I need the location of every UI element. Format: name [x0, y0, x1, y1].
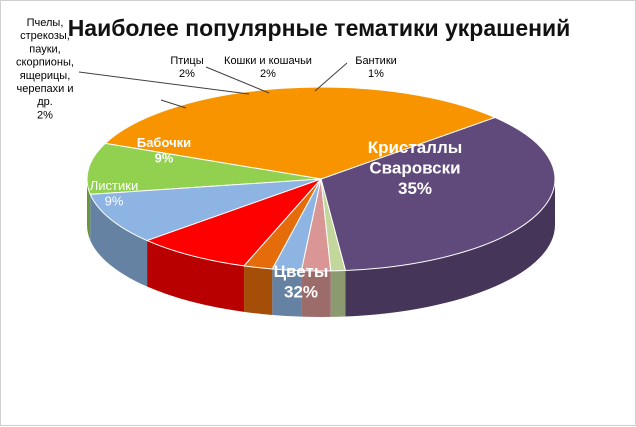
pie-side-0: [345, 179, 555, 317]
slice-name-label: Бабочки: [137, 135, 191, 150]
pie-side-7: [301, 270, 331, 318]
slice-name-label: Цветы: [274, 262, 329, 281]
slice-value-label: 1%: [368, 68, 384, 80]
pie-side-5: [244, 265, 273, 315]
pie-slice-1: [104, 86, 497, 180]
slice-value-label: 9%: [155, 151, 174, 166]
slice-name-label: пауки,: [29, 43, 60, 55]
slice-value-label: 35%: [398, 179, 432, 198]
slice-name-label: черепахи и: [16, 83, 73, 95]
pie-side-6: [272, 268, 302, 317]
pie-side-4: [147, 240, 245, 312]
pie-slice-8: [320, 178, 347, 272]
slice-value-label: 2%: [179, 68, 195, 80]
slice-name-label: ящерицы,: [20, 70, 71, 82]
slice-name-label: скорпионы,: [16, 57, 74, 69]
slice-name-label: Кристаллы: [368, 138, 463, 157]
slice-name-label: стрекозы,: [20, 30, 70, 42]
leader-line-5: [78, 71, 250, 95]
slice-name-label: Птицы: [170, 55, 203, 67]
slice-value-label: 2%: [37, 109, 53, 121]
leader-line-8: [314, 62, 348, 92]
leader-line-4: [160, 99, 187, 109]
slice-name-label: Листики: [90, 178, 138, 193]
pie-slice-4: [145, 177, 323, 267]
pie-slice-3: [89, 178, 322, 242]
slice-value-label: 9%: [105, 194, 124, 209]
slice-value-label: 2%: [260, 68, 276, 80]
pie-side-8: [330, 270, 346, 317]
leader-line-6: [205, 66, 270, 94]
pie-slice-0: [320, 116, 556, 272]
chart-title: Наиболее популярные тематики украшений: [67, 15, 571, 41]
pie-side-3: [90, 194, 148, 287]
slice-label-пчелы-стрекозы-пауки-скорпионы-ящерицы-черепахи-и-др: Пчелы,стрекозы,пауки, скорпионы,ящерицы,ч…: [16, 17, 74, 121]
slice-name-label: Бантики: [355, 55, 397, 67]
pie-side-2: [87, 179, 91, 241]
slice-name-label: Пчелы,: [27, 17, 64, 29]
slice-name-label: Сваровски: [369, 158, 460, 177]
pie-slice-2: [86, 142, 322, 195]
slice-name-label: Кошки и кошачьи: [224, 55, 312, 67]
slice-value-label: 32%: [284, 282, 318, 301]
slice-name-label: др.: [37, 96, 53, 108]
